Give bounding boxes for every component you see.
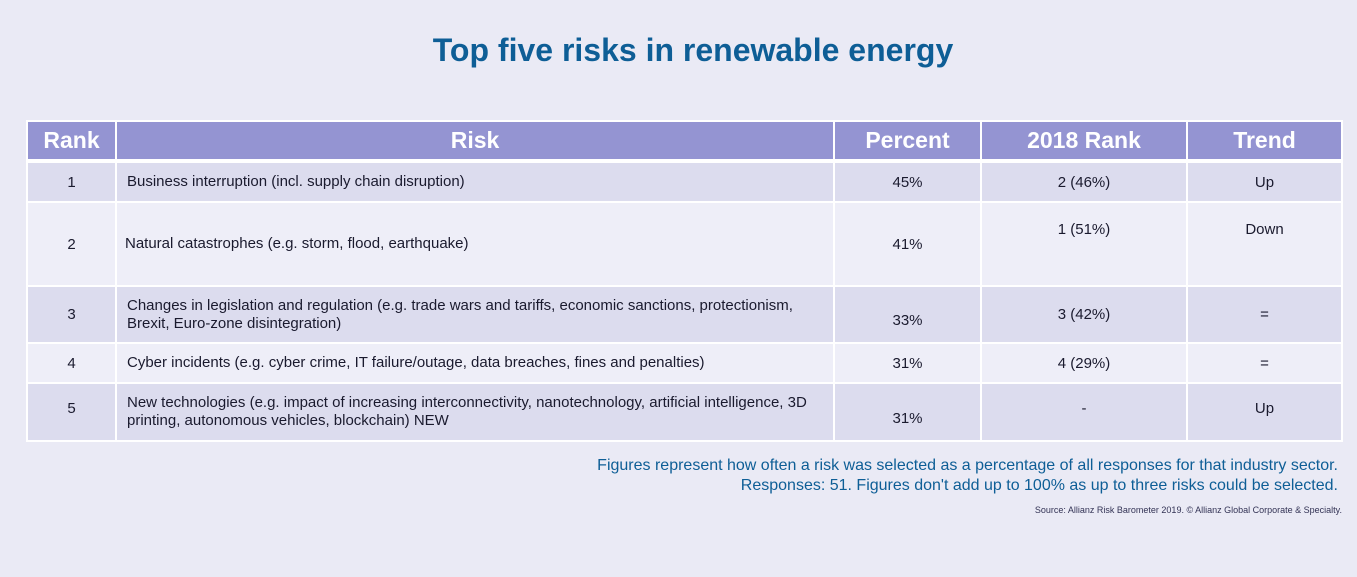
risk-cell: Cyber incidents (e.g. cyber crime, IT fa… xyxy=(115,342,835,384)
trend-cell: Down xyxy=(1186,201,1343,287)
header-risk: Risk xyxy=(115,120,835,163)
footnote-line: Figures represent how often a risk was s… xyxy=(597,457,1338,474)
trend-cell: = xyxy=(1186,285,1343,344)
risk-cell: Business interruption (incl. supply chai… xyxy=(115,160,835,203)
percent-cell: 41% xyxy=(833,201,982,287)
rank-cell: 2 xyxy=(26,201,117,287)
risk-table: Rank Risk Percent 2018 Rank Trend 1 Busi… xyxy=(26,120,1343,442)
rank-2018-cell: - xyxy=(980,382,1188,442)
rank-2018-cell: 4 (29%) xyxy=(980,342,1188,384)
percent-cell: 45% xyxy=(833,160,982,203)
rank-2018-cell: 3 (42%) xyxy=(980,285,1188,344)
table-row: 2 Natural catastrophes (e.g. storm, floo… xyxy=(26,201,1343,287)
risk-cell: Natural catastrophes (e.g. storm, flood,… xyxy=(115,201,835,287)
header-percent: Percent xyxy=(833,120,982,163)
rank-cell: 1 xyxy=(26,160,117,203)
rank-cell: 4 xyxy=(26,342,117,384)
table-header-row: Rank Risk Percent 2018 Rank Trend xyxy=(26,120,1343,163)
header-trend: Trend xyxy=(1186,120,1343,163)
percent-cell: 33% xyxy=(833,285,982,344)
header-2018-rank: 2018 Rank xyxy=(980,120,1188,163)
rank-cell: 5 xyxy=(26,382,117,442)
table-row: 1 Business interruption (incl. supply ch… xyxy=(26,160,1343,203)
header-rank: Rank xyxy=(26,120,117,163)
rank-2018-cell: 1 (51%) xyxy=(980,201,1188,287)
risk-cell: Changes in legislation and regulation (e… xyxy=(115,285,835,344)
trend-cell: Up xyxy=(1186,382,1343,442)
table-row: 4 Cyber incidents (e.g. cyber crime, IT … xyxy=(26,342,1343,384)
risk-cell: New technologies (e.g. impact of increas… xyxy=(115,382,835,442)
trend-cell: = xyxy=(1186,342,1343,384)
percent-cell: 31% xyxy=(833,342,982,384)
rank-cell: 3 xyxy=(26,285,117,344)
footnote-line: Responses: 51. Figures don't add up to 1… xyxy=(740,477,1338,494)
table-row: 3 Changes in legislation and regulation … xyxy=(26,285,1343,344)
rank-2018-cell: 2 (46%) xyxy=(980,160,1188,203)
table-row: 5 New technologies (e.g. impact of incre… xyxy=(26,382,1343,442)
trend-cell: Up xyxy=(1186,160,1343,203)
percent-cell: 31% xyxy=(833,382,982,442)
source-note: Source: Allianz Risk Barometer 2019. © A… xyxy=(1034,505,1342,515)
chart-title: Top five risks in renewable energy xyxy=(432,32,954,68)
footnotes: Figures represent how often a risk was s… xyxy=(597,456,1338,496)
